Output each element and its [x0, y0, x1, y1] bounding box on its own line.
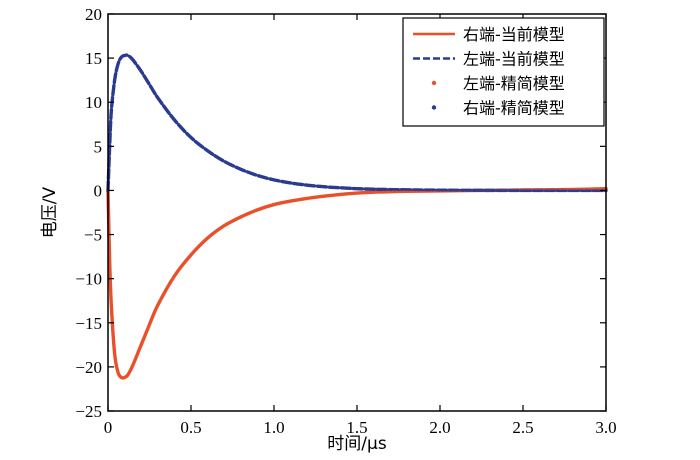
y-tick-label: 15 [85, 49, 102, 68]
y-tick-label: −20 [75, 358, 102, 377]
legend-swatch-2 [431, 80, 437, 86]
y-tick-label: −5 [84, 226, 102, 245]
legend-box [402, 17, 605, 127]
series-dots-3 [107, 54, 607, 192]
series-line-0 [106, 186, 608, 380]
x-tick-label: 1.5 [346, 418, 367, 437]
x-axis-title: 时间/μs [327, 434, 387, 454]
series-dots-2 [107, 187, 607, 379]
x-tick-label: 0 [104, 418, 113, 437]
legend-label-0: 右端-当前模型 [463, 25, 565, 44]
y-tick-label: 20 [85, 5, 102, 24]
y-tick-label: 10 [85, 93, 102, 112]
x-tick-label: 3.0 [595, 418, 616, 437]
x-tick-label: 2.0 [429, 418, 450, 437]
legend-label-1: 左端-当前模型 [463, 50, 565, 69]
y-tick-label: −25 [75, 402, 102, 421]
y-tick-label: −15 [75, 314, 102, 333]
y-axis-title: 电压/V [40, 186, 60, 238]
x-tick-label: 2.5 [512, 418, 533, 437]
y-tick-label: 0 [94, 181, 103, 200]
legend-swatch-3 [431, 105, 437, 110]
x-tick-label: 1.0 [263, 418, 284, 437]
y-tick-label: −10 [75, 270, 102, 289]
y-tick-label: 5 [94, 137, 103, 156]
legend-label-3: 右端-精简模型 [463, 99, 565, 118]
x-tick-label: 0.5 [180, 418, 201, 437]
series-layer [106, 53, 608, 380]
ticks-layer: 0 0.5 1.0 1.5 2.0 2.5 3.0 20 15 10 5 0 −5 −10 −15 −20 −2… [75, 5, 616, 437]
legend-label-2: 左端-精简模型 [463, 74, 565, 93]
